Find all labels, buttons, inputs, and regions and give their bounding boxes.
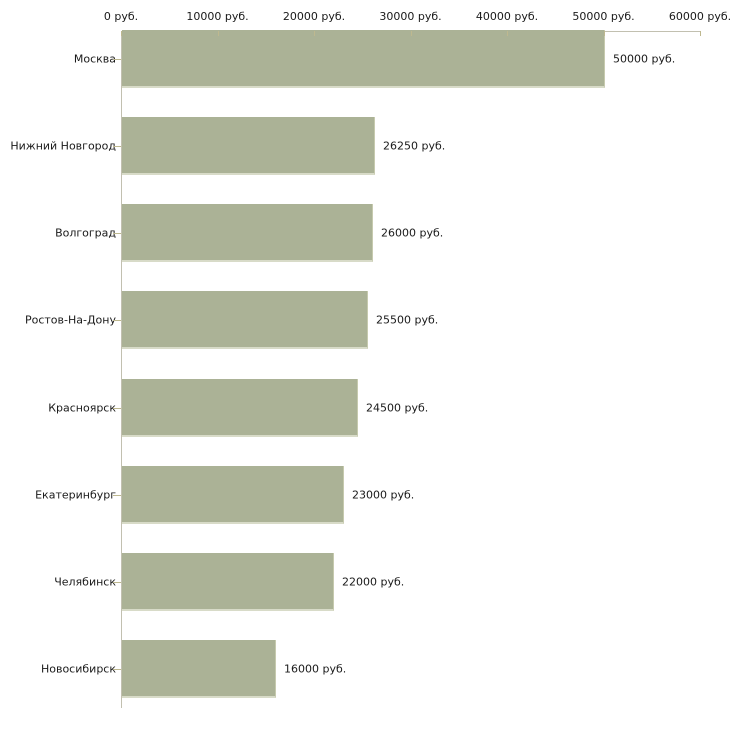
x-tick-label: 50000 руб. (572, 10, 635, 23)
value-label: 24500 руб. (366, 401, 429, 415)
x-tick-label: 30000 руб. (379, 10, 442, 23)
category-label: Нижний Новгород (10, 139, 116, 153)
y-tick-mark (113, 59, 121, 60)
value-label: 26000 руб. (381, 226, 444, 240)
value-label: 25500 руб. (376, 313, 439, 327)
value-label: 23000 руб. (352, 488, 415, 502)
category-label: Волгоград (55, 226, 116, 240)
bar (122, 291, 368, 349)
category-label: Челябинск (54, 575, 116, 589)
value-label: 22000 руб. (342, 575, 405, 589)
y-axis-line (121, 31, 122, 708)
bar (122, 640, 276, 698)
y-tick-mark (113, 233, 121, 234)
category-label: Ростов-На-Дону (24, 313, 116, 327)
category-label: Красноярск (48, 401, 116, 415)
value-label: 16000 руб. (284, 662, 347, 676)
y-tick-mark (113, 408, 121, 409)
x-tick-mark (217, 31, 219, 36)
x-tick-label: 0 руб. (103, 10, 139, 23)
x-tick-mark (603, 31, 605, 36)
x-tick-label: 40000 руб. (475, 10, 539, 23)
bar (122, 117, 375, 175)
x-tick-mark (121, 31, 122, 36)
category-label: Москва (73, 52, 116, 66)
category-label: Екатеринбург (35, 488, 116, 502)
y-tick-mark (113, 582, 121, 583)
bar (122, 466, 344, 524)
category-label: Новосибирск (40, 662, 116, 676)
x-tick-label: 60000 руб. (668, 10, 730, 23)
y-tick-mark (113, 320, 121, 321)
y-tick-mark (113, 495, 121, 496)
x-tick-label: 10000 руб. (186, 10, 249, 23)
x-tick-label: 20000 руб. (282, 10, 346, 23)
value-label: 50000 руб. (613, 52, 676, 66)
bar (122, 204, 373, 262)
y-tick-mark (113, 146, 121, 147)
bar (122, 553, 334, 611)
x-tick-mark (507, 31, 508, 36)
bar (122, 379, 358, 437)
x-tick-mark (410, 31, 412, 36)
x-tick-mark (700, 31, 701, 36)
value-label: 26250 руб. (383, 139, 446, 153)
bar (122, 30, 605, 88)
x-tick-mark (314, 31, 315, 36)
y-tick-mark (113, 669, 121, 670)
